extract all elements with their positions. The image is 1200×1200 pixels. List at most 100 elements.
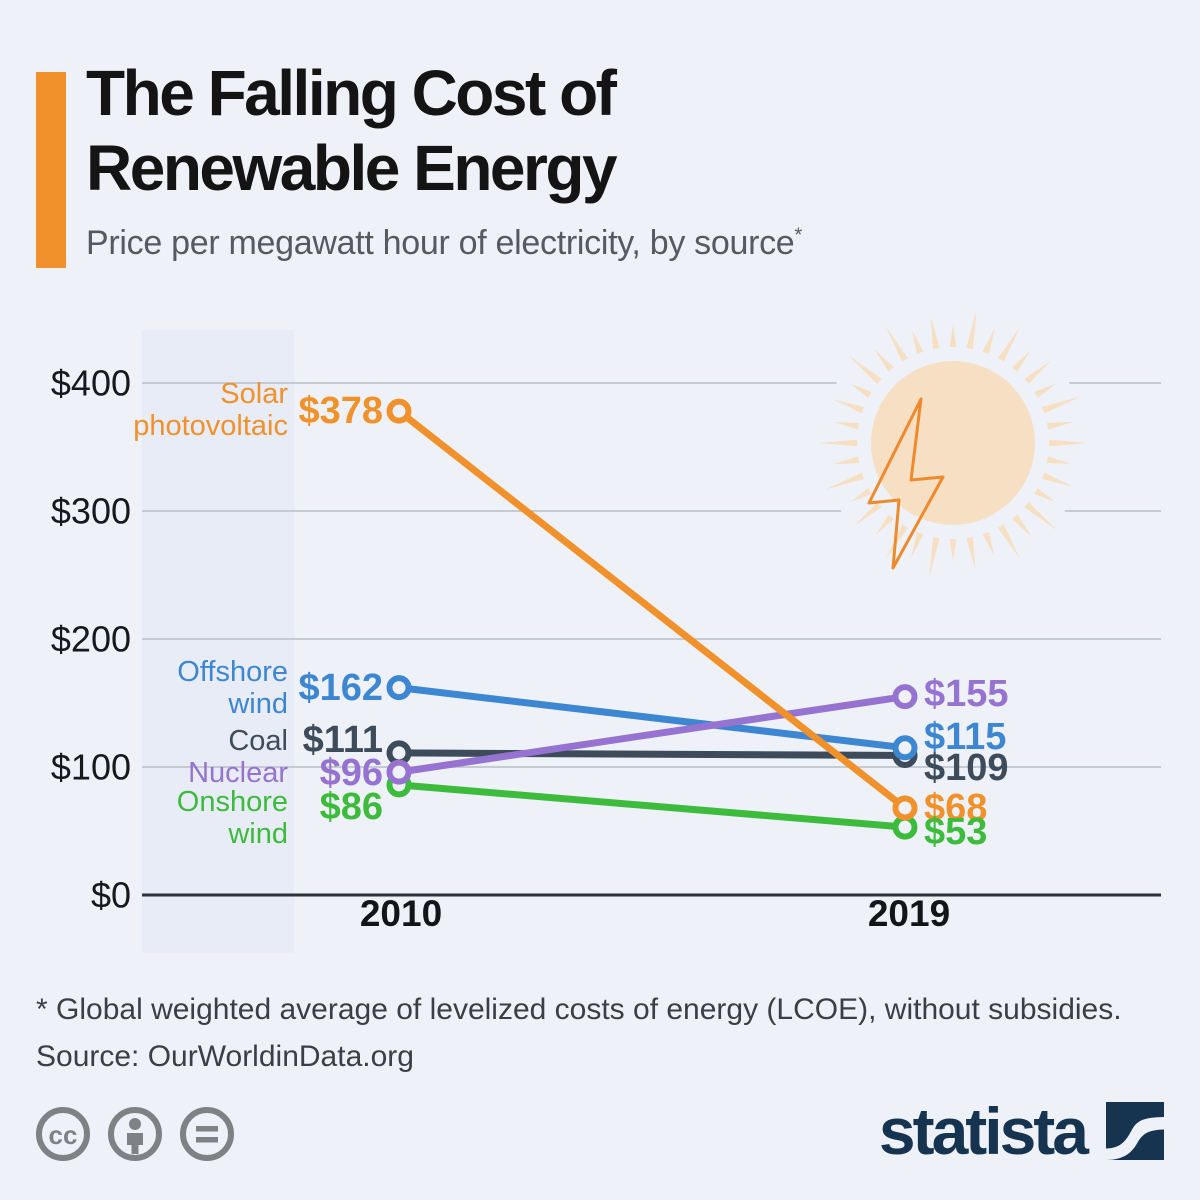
- data-point-solar-photovoltaic-2019: [892, 795, 918, 821]
- data-point-nuclear-2010: [386, 759, 412, 785]
- sun-disc: [871, 361, 1035, 525]
- value-label-solar-photovoltaic-2019: $68: [924, 787, 987, 829]
- sun-ray: [831, 456, 860, 465]
- series-line-solar-photovoltaic: [396, 408, 908, 811]
- sun-ray: [834, 422, 860, 430]
- value-label-onshore-wind-2019: $53: [924, 811, 987, 853]
- chart-subtitle: Price per megawatt hour of electricity, …: [86, 224, 802, 263]
- sun-ray: [982, 532, 995, 556]
- page-title: The Falling Cost of Renewable Energy: [86, 56, 618, 206]
- data-point-offshore-wind-2019: [892, 735, 918, 761]
- series-name-offshore-wind: wind: [227, 688, 288, 720]
- sun-ray: [930, 316, 940, 350]
- sun-ray: [850, 488, 872, 502]
- x-tick-label-2010: 2010: [360, 893, 442, 934]
- sun-ray: [949, 325, 957, 347]
- footnote: * Global weighted average of levelized c…: [36, 993, 1122, 1026]
- bottom-row: cc statista: [0, 1096, 1200, 1176]
- series-name-onshore-wind: wind: [227, 818, 288, 850]
- sun-ray: [910, 532, 924, 559]
- title-line-1: The Falling Cost of: [86, 57, 617, 129]
- y-tick-label-100: $100: [51, 747, 131, 788]
- value-label-solar-photovoltaic-2010: $378: [298, 390, 383, 432]
- creative-commons-license-icons: cc: [36, 1107, 234, 1161]
- series-name-solar-photovoltaic: photovoltaic: [133, 410, 288, 442]
- statista-logo: statista: [879, 1096, 1164, 1166]
- statista-logo-mark: [1106, 1102, 1164, 1160]
- series-name-offshore-wind: Offshore: [177, 656, 288, 688]
- data-point-nuclear-2019: [892, 684, 918, 710]
- series-offshore-wind: [386, 675, 918, 761]
- sun-ray: [949, 539, 957, 561]
- lightning-bolt-icon: [867, 397, 945, 570]
- value-label-nuclear-2010: $96: [320, 752, 383, 794]
- chart-notes: * Global weighted average of levelized c…: [36, 986, 1122, 1081]
- sun-ray: [1046, 456, 1072, 464]
- value-label-offshore-wind-2010: $162: [298, 667, 383, 709]
- subtitle-text: Price per megawatt hour of electricity, …: [86, 224, 795, 262]
- footnote-marker: *: [794, 224, 803, 247]
- svg-text:cc: cc: [49, 1120, 78, 1150]
- value-label-offshore-wind-2019: $115: [924, 716, 1006, 758]
- series-line-nuclear: [398, 693, 906, 776]
- sun-ray: [929, 536, 940, 577]
- sun-ray: [886, 326, 908, 362]
- sun-ray: [998, 326, 1020, 362]
- sun-ray: [1049, 439, 1087, 447]
- year-2010-band: [142, 330, 294, 953]
- series-nuclear: [386, 684, 918, 785]
- title-line-2: Renewable Energy: [86, 131, 618, 204]
- series-name-onshore-wind: Onshore: [177, 786, 288, 818]
- cc-icon: cc: [36, 1107, 90, 1161]
- data-point-solar-photovoltaic-2010: [386, 398, 412, 424]
- price-slope-chart: $400 $300 $200 $100 $0 2010 2019 Solarphotovolt…: [51, 310, 1161, 953]
- sun-rays: [819, 310, 1087, 577]
- data-point-onshore-wind-2019: [892, 814, 918, 840]
- series-line-offshore-wind: [398, 684, 906, 752]
- sun-ray: [848, 355, 882, 384]
- sun-ray: [886, 524, 908, 560]
- series-lines: [386, 398, 918, 840]
- sun-ray: [1024, 360, 1052, 384]
- sun-ray: [1012, 514, 1033, 538]
- sun-ray: [850, 384, 872, 398]
- chart-labels: $400 $300 $200 $100 $0 2010 2019 Solarphotovolt…: [51, 363, 1009, 935]
- value-label-onshore-wind-2010: $86: [320, 786, 383, 828]
- sun-ray: [1042, 396, 1081, 414]
- series-name-coal: Coal: [228, 725, 288, 757]
- sun-ray: [966, 310, 977, 350]
- series-onshore-wind: [386, 772, 918, 840]
- cc-nd-icon: [180, 1107, 234, 1161]
- cc-by-icon: [108, 1107, 162, 1161]
- sun-ray: [1042, 472, 1074, 487]
- value-label-nuclear-2019: $155: [924, 673, 1009, 715]
- sun-ray: [1046, 421, 1075, 430]
- value-label-coal-2010: $111: [303, 719, 383, 761]
- sun-ray: [1034, 384, 1056, 398]
- series-name-nuclear: Nuclear: [188, 757, 288, 789]
- sun-ray: [1034, 488, 1056, 502]
- statista-logo-text: statista: [878, 1094, 1089, 1168]
- series-line-coal: [398, 749, 906, 759]
- sun-ray: [1012, 351, 1031, 372]
- data-point-offshore-wind-2010: [386, 675, 412, 701]
- sun-ray: [825, 472, 864, 490]
- series-solar-photovoltaic: [386, 398, 918, 821]
- y-tick-label-200: $200: [51, 619, 131, 660]
- sun-illustration: [819, 310, 1087, 577]
- series-line-onshore-wind: [398, 781, 906, 831]
- sun-ray: [873, 348, 894, 372]
- value-label-coal-2019: $109: [924, 747, 1009, 789]
- sun-ray: [1024, 502, 1058, 531]
- sun-ray: [875, 514, 894, 535]
- sun-ray: [854, 502, 882, 526]
- sun-ray: [819, 439, 857, 447]
- data-point-coal-2010: [386, 740, 412, 766]
- sun-ray: [982, 327, 996, 354]
- y-tick-label-400: $400: [51, 363, 131, 404]
- source: Source: OurWorldinData.org: [36, 1040, 414, 1074]
- y-tick-label-300: $300: [51, 491, 131, 532]
- sun-ray: [966, 536, 976, 570]
- sun-ray: [998, 524, 1020, 560]
